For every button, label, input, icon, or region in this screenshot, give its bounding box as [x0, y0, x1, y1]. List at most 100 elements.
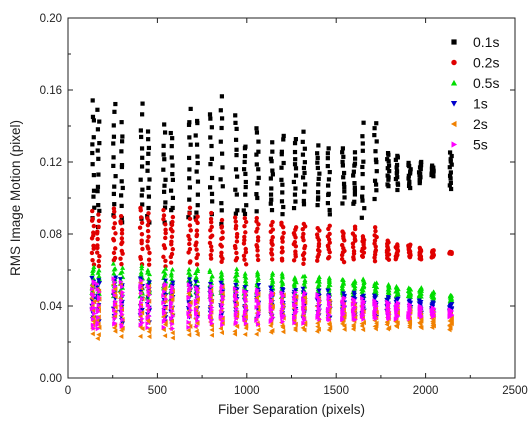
- data-point: [161, 152, 166, 157]
- data-point: [232, 293, 238, 299]
- data-point: [315, 151, 320, 156]
- data-point: [219, 283, 225, 289]
- data-point: [163, 258, 168, 264]
- data-point: [162, 289, 167, 295]
- data-point: [186, 290, 191, 296]
- data-point: [170, 326, 175, 332]
- data-point: [243, 296, 248, 302]
- data-point: [242, 234, 247, 240]
- data-point: [407, 182, 412, 187]
- data-point: [168, 188, 174, 193]
- data-point: [447, 249, 453, 255]
- data-point: [234, 269, 240, 275]
- data-point: [447, 173, 453, 178]
- data-point: [218, 269, 224, 275]
- data-point: [327, 223, 332, 228]
- data-point: [194, 210, 199, 215]
- data-point: [170, 195, 176, 200]
- data-point: [147, 305, 153, 311]
- data-point: [138, 177, 143, 182]
- data-point: [243, 219, 249, 225]
- data-point: [145, 325, 150, 331]
- data-point: [394, 165, 399, 170]
- data-point: [161, 216, 166, 222]
- data-point: [95, 326, 101, 332]
- data-point: [280, 298, 285, 304]
- data-point: [170, 308, 175, 314]
- data-point: [218, 139, 223, 144]
- data-point: [362, 206, 367, 211]
- data-point: [90, 162, 95, 167]
- data-point: [406, 298, 412, 304]
- data-point: [352, 278, 358, 283]
- data-point: [187, 205, 193, 211]
- data-point: [352, 185, 357, 190]
- data-point: [138, 205, 143, 211]
- data-point: [209, 291, 214, 297]
- data-point: [186, 266, 192, 272]
- data-point: [374, 139, 379, 144]
- data-point: [195, 314, 201, 320]
- data-point: [90, 98, 95, 103]
- data-point: [195, 294, 201, 300]
- data-point: [302, 290, 308, 296]
- data-point: [113, 299, 118, 305]
- axis-ticks: 0 500 1000 1500 2000 2500 0.00 0.04 0.08 0.12 0.16…: [40, 13, 528, 397]
- data-point: [301, 231, 306, 237]
- data-point: [95, 127, 101, 132]
- data-point: [385, 182, 390, 187]
- data-point: [119, 298, 124, 304]
- data-point: [119, 309, 125, 315]
- data-point: [270, 140, 275, 145]
- data-point: [315, 155, 320, 161]
- data-point: [220, 165, 225, 170]
- x-tick-label: 2500: [502, 385, 528, 397]
- data-point: [353, 304, 358, 310]
- data-point: [418, 285, 424, 290]
- data-point: [96, 263, 102, 269]
- data-point: [430, 305, 436, 311]
- data-point: [113, 174, 118, 179]
- data-point: [145, 283, 151, 289]
- data-point: [187, 277, 193, 282]
- data-point: [449, 162, 454, 167]
- data-point: [91, 223, 97, 229]
- data-point: [147, 326, 152, 332]
- data-point: [97, 208, 102, 213]
- data-point: [327, 293, 332, 299]
- data-point: [394, 169, 400, 174]
- data-point: [146, 276, 152, 281]
- data-point: [209, 233, 215, 238]
- data-point: [90, 266, 96, 272]
- series-5s: [89, 276, 455, 332]
- data-point: [395, 181, 400, 186]
- data-point: [111, 155, 116, 160]
- data-point: [352, 161, 358, 166]
- data-point: [90, 331, 95, 337]
- data-point: [243, 281, 249, 287]
- data-point: [220, 318, 226, 324]
- data-point: [112, 255, 118, 261]
- data-point: [161, 324, 167, 330]
- data-point: [194, 169, 199, 174]
- data-point: [209, 219, 214, 225]
- data-point: [218, 325, 223, 332]
- data-point: [325, 201, 330, 206]
- data-point: [373, 157, 379, 162]
- y-tick-label: 0.20: [40, 13, 62, 25]
- data-point: [145, 168, 150, 173]
- data-point: [326, 311, 332, 318]
- data-point: [280, 287, 286, 292]
- data-point: [327, 231, 332, 237]
- data-point: [113, 304, 118, 310]
- data-point: [97, 289, 102, 295]
- data-point: [235, 208, 240, 213]
- data-point: [291, 258, 297, 263]
- data-point: [352, 188, 358, 193]
- data-point: [431, 248, 436, 253]
- data-point: [281, 137, 286, 142]
- data-point: [393, 323, 399, 329]
- data-point: [243, 314, 248, 320]
- data-point: [449, 302, 455, 307]
- data-point: [163, 264, 168, 269]
